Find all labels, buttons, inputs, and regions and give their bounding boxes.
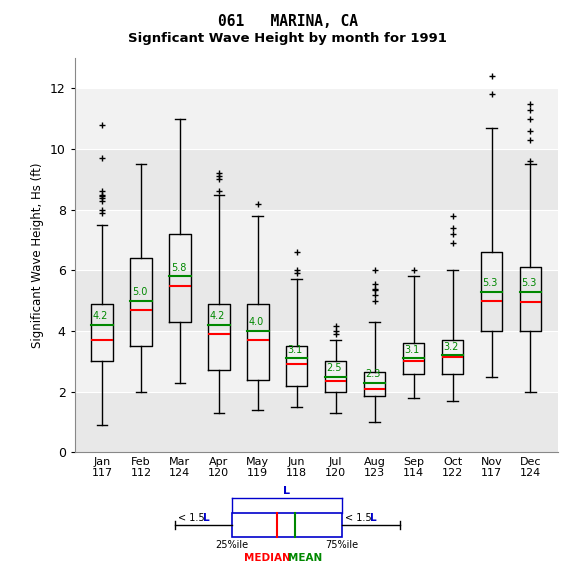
Text: 3.1: 3.1: [288, 345, 303, 355]
Text: L: L: [370, 513, 377, 523]
Text: Signficant Wave Height by month for 1991: Signficant Wave Height by month for 1991: [128, 32, 447, 45]
Text: 3.1: 3.1: [404, 345, 420, 355]
Bar: [75, 270, 558, 331]
Bar: [75, 88, 558, 149]
Text: < 1.5: < 1.5: [345, 513, 375, 523]
Y-axis label: Significant Wave Height, Hs (ft): Significant Wave Height, Hs (ft): [31, 162, 44, 348]
Text: MEAN: MEAN: [288, 553, 322, 563]
Text: 5.8: 5.8: [171, 263, 186, 273]
Text: L: L: [283, 486, 290, 496]
Text: 061   MARINA, CA: 061 MARINA, CA: [217, 14, 358, 30]
Text: L: L: [203, 513, 210, 523]
Bar: [75, 149, 558, 210]
Bar: [232, 513, 342, 537]
Text: MEDIAN: MEDIAN: [244, 553, 290, 563]
Text: 5.0: 5.0: [132, 287, 147, 297]
Bar: [75, 392, 558, 452]
Text: 2.3: 2.3: [366, 369, 381, 379]
Text: 4.2: 4.2: [210, 311, 225, 321]
Text: 4.2: 4.2: [93, 311, 108, 321]
Text: 2.5: 2.5: [327, 363, 342, 373]
Text: 5.3: 5.3: [522, 278, 536, 288]
Text: < 1.5: < 1.5: [178, 513, 208, 523]
Bar: [75, 331, 558, 392]
Text: 75%ile: 75%ile: [325, 540, 359, 550]
Text: 5.3: 5.3: [482, 278, 498, 288]
Text: 3.2: 3.2: [443, 342, 459, 351]
Bar: [75, 210, 558, 270]
Text: 25%ile: 25%ile: [216, 540, 248, 550]
Text: 4.0: 4.0: [248, 317, 264, 327]
